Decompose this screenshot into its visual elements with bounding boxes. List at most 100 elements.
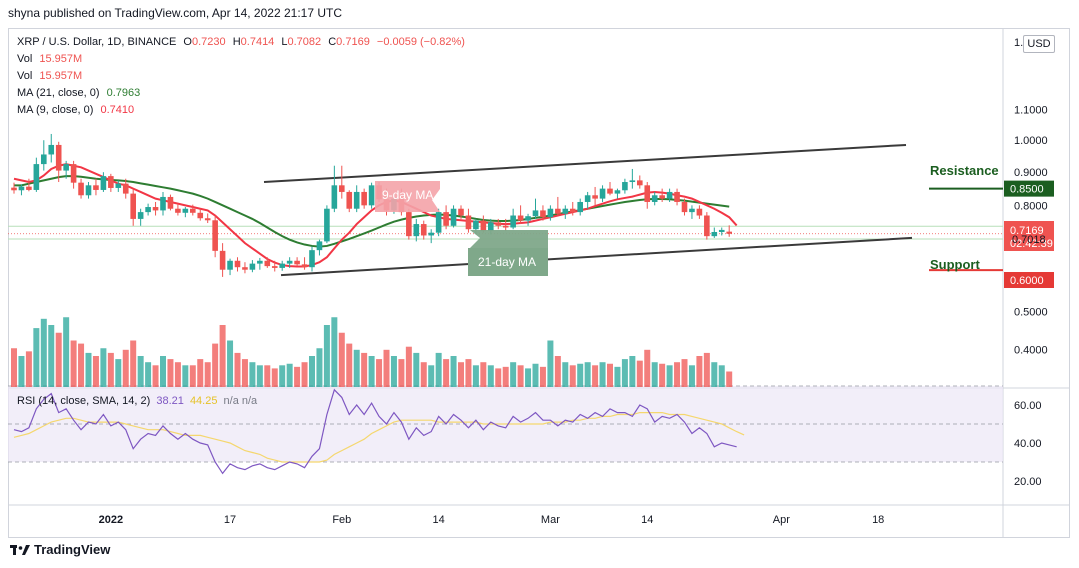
volume-bar [458, 362, 464, 387]
candle-body [353, 191, 360, 209]
time-tick-label: 2022 [99, 514, 123, 526]
ma9-callout-text: 9-day MA [382, 188, 433, 202]
candle-body [622, 182, 628, 191]
symbol-label[interactable]: XRP / U.S. Dollar, 1D, BINANCE [17, 36, 177, 48]
volume-bar [346, 343, 353, 387]
candle-body [689, 208, 695, 213]
chart-legend: XRP / U.S. Dollar, 1D, BINANCE O0.7230 H… [17, 34, 465, 119]
price-tag-support-bg [1004, 272, 1054, 288]
volume-bar [718, 365, 725, 387]
price-tick-label: 0.5000 [1014, 307, 1048, 319]
vol-label-1[interactable]: Vol [17, 53, 33, 65]
price-tick-label: 0.9000 [1014, 167, 1048, 179]
brand-text: TradingView [34, 542, 111, 557]
candle-body [55, 144, 62, 171]
ohlc-c-label: C [328, 36, 337, 48]
candle-body [160, 196, 166, 211]
volume-bar [554, 356, 561, 387]
candle-body [309, 250, 315, 268]
volume-bar [525, 368, 532, 387]
ma21-label[interactable]: MA (21, close, 0) [17, 87, 100, 99]
volume-bar [361, 352, 368, 387]
candle-body [629, 180, 636, 183]
candle-body [137, 212, 144, 219]
volume-bar [495, 368, 502, 387]
volume-bar [450, 356, 457, 387]
volume-bar [338, 332, 345, 387]
volume-bar [33, 328, 40, 387]
candle-body [696, 208, 703, 216]
volume-bar [219, 325, 226, 387]
volume-bar [584, 362, 591, 387]
candle-body [70, 164, 77, 183]
volume-bar [390, 356, 397, 387]
resistance-label: Resistance [930, 163, 999, 178]
footer-brand[interactable]: TradingView [10, 542, 110, 557]
volume-bar [577, 363, 584, 387]
candle-body [85, 185, 92, 196]
ohlc-close: 0.7169 [336, 36, 370, 48]
ohlc-l-label: L [281, 36, 288, 48]
volume-bar [562, 362, 569, 387]
candle-body [100, 176, 107, 190]
candle-body [286, 260, 293, 264]
ma9-label[interactable]: MA (9, close, 0) [17, 104, 94, 116]
volume-bar [539, 366, 546, 387]
volume-bar [227, 340, 234, 387]
ohlc-high: 0.7414 [240, 36, 275, 48]
time-tick-label: 14 [641, 514, 653, 526]
volume-bar [674, 362, 681, 387]
volume-bar [599, 362, 606, 387]
price-tag-resistance: 0.8500 [1010, 184, 1044, 196]
candle-body [510, 215, 516, 228]
volume-bar [726, 371, 733, 387]
volume-bar [256, 365, 263, 387]
volume-bar [405, 346, 412, 387]
candle-body [331, 185, 338, 209]
volume-bar [614, 366, 621, 387]
candle-body [711, 231, 718, 237]
volume-bar [189, 365, 196, 387]
volume-bar [547, 340, 554, 387]
ma21-callout-text: 21-day MA [478, 255, 536, 269]
rsi-label[interactable]: RSI (14, close, SMA, 14, 2) [17, 395, 151, 407]
candle-body [346, 191, 353, 209]
volume-bar [376, 359, 383, 387]
volume-bar [323, 325, 330, 387]
volume-bar [428, 365, 435, 387]
volume-bar [666, 365, 673, 387]
candle-body [190, 208, 196, 213]
candle-body [644, 185, 651, 202]
candle-body [435, 212, 442, 233]
candle-body [48, 144, 55, 155]
chart-frame [8, 28, 1070, 538]
price-tag-countdown: 02:42:39 [1010, 238, 1053, 250]
vol-label-2[interactable]: Vol [17, 70, 33, 82]
price-tick-label: 1.0000 [1014, 135, 1048, 147]
candle-body [584, 195, 591, 202]
time-tick-label: 17 [224, 514, 236, 526]
rsi-tick-label: 20.00 [1014, 476, 1042, 488]
volume-bar [197, 359, 204, 387]
volume-bar [55, 332, 62, 387]
candle-body [204, 218, 211, 221]
candle-body [197, 212, 204, 219]
volume-bar [443, 359, 450, 387]
volume-bar [383, 349, 390, 387]
rsi-sma-value: 44.25 [189, 395, 218, 407]
volume-bar [160, 356, 166, 387]
vol-value-1: 15.957M [39, 53, 83, 65]
candle-body [279, 263, 285, 268]
currency-button[interactable]: USD [1023, 35, 1055, 53]
volume-bar [480, 362, 487, 387]
volume-bar [420, 362, 427, 387]
candle-body [458, 208, 464, 216]
candle-body [167, 196, 174, 209]
candle-body [361, 191, 367, 206]
candle-body [428, 232, 434, 236]
candle-body [517, 215, 524, 221]
rsi-legend: RSI (14, close, SMA, 14, 2) 38.21 44.25 … [17, 395, 257, 407]
ohlc-o-label: O [183, 36, 192, 48]
ohlc-change: −0.0059 (−0.82%) [376, 36, 465, 48]
